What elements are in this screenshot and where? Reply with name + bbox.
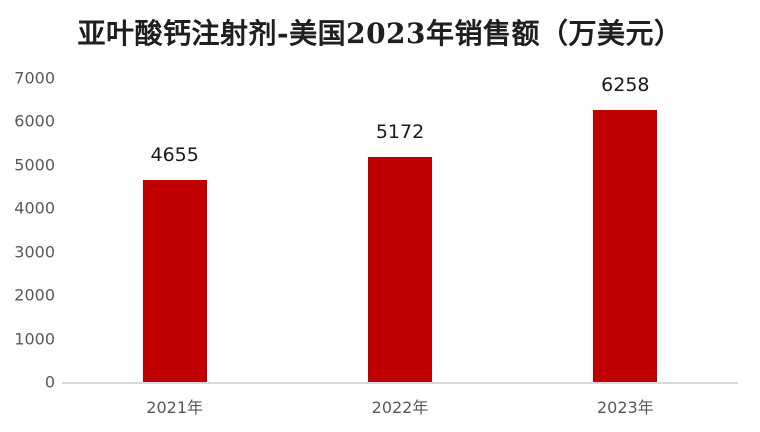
y-tick-label: 3000 [14, 242, 55, 262]
x-category-label: 2022年 [371, 398, 429, 417]
y-tick-label: 7000 [14, 68, 55, 88]
x-axis-line [62, 382, 738, 384]
y-tick-label: 1000 [14, 329, 55, 349]
chart-title: 亚叶酸钙注射剂-美国2023年销售额（万美元） [77, 17, 683, 50]
y-tick-label: 5000 [14, 155, 55, 175]
bar-2021年 [142, 179, 207, 382]
x-category-label: 2021年 [146, 398, 204, 417]
bar-value-label: 6258 [601, 74, 650, 97]
bar-value-label: 5172 [375, 121, 425, 144]
x-category-label: 2023年 [596, 398, 654, 417]
bar-2023年 [593, 110, 658, 382]
y-tick-label: 0 [44, 372, 55, 392]
bar-value-label: 4655 [150, 143, 199, 166]
bar-2022年 [368, 157, 432, 382]
y-tick-label: 2000 [14, 285, 55, 305]
y-tick-label: 4000 [14, 198, 55, 218]
y-tick-label: 6000 [14, 111, 55, 131]
